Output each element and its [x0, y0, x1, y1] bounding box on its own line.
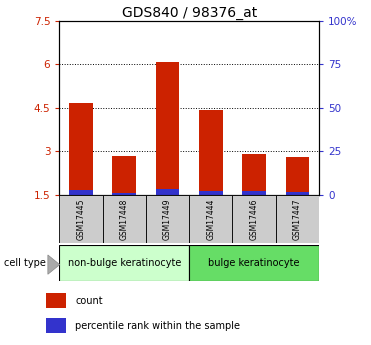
Bar	[59, 245, 189, 281]
Text: non-bulge keratinocyte: non-bulge keratinocyte	[68, 258, 181, 268]
Bar	[59, 195, 103, 243]
Text: bulge keratinocyte: bulge keratinocyte	[209, 258, 300, 268]
Bar	[199, 110, 223, 195]
Text: GSM17447: GSM17447	[293, 198, 302, 240]
Bar	[276, 195, 319, 243]
Bar	[112, 193, 136, 195]
Title: GDS840 / 98376_at: GDS840 / 98376_at	[122, 6, 257, 20]
Bar	[242, 154, 266, 195]
Bar	[69, 104, 93, 195]
Bar	[233, 195, 276, 243]
Text: GSM17445: GSM17445	[76, 198, 85, 240]
Bar	[189, 195, 233, 243]
Bar	[189, 245, 319, 281]
Polygon shape	[48, 255, 60, 274]
Bar	[242, 191, 266, 195]
Bar	[199, 190, 223, 195]
Bar	[156, 62, 180, 195]
Text: GSM17446: GSM17446	[250, 198, 259, 240]
Text: count: count	[75, 296, 103, 306]
Text: GSM17449: GSM17449	[163, 198, 172, 240]
Text: percentile rank within the sample: percentile rank within the sample	[75, 321, 240, 331]
Bar	[46, 293, 66, 308]
Bar	[146, 195, 189, 243]
Bar	[69, 190, 93, 195]
Bar	[46, 318, 66, 333]
Bar	[103, 195, 146, 243]
Text: GSM17444: GSM17444	[206, 198, 215, 240]
Bar	[286, 192, 309, 195]
Bar	[156, 189, 180, 195]
Text: GSM17448: GSM17448	[120, 198, 129, 240]
Text: cell type: cell type	[4, 258, 46, 268]
Bar	[112, 156, 136, 195]
Bar	[286, 157, 309, 195]
